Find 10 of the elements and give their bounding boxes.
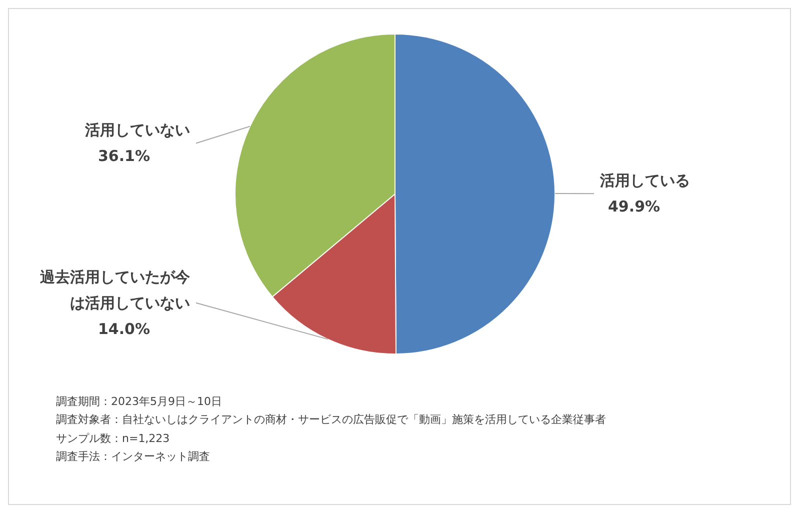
slice-label: 活用している bbox=[599, 172, 690, 190]
text: サンプル数：n=1,223 bbox=[56, 430, 171, 447]
slice-label: 活用していない bbox=[84, 121, 190, 140]
text: 調査対象者：自社ないしはクライアントの商材・サービスの広告販促で「動画」施策を活用している企業従事者 bbox=[56, 412, 606, 428]
text: 調査期間：2023年5月9日～10日 bbox=[56, 394, 223, 410]
data-label: 36.1% bbox=[98, 147, 150, 166]
text: 調査手法：インターネット調査 bbox=[56, 448, 211, 465]
data-label: 14.0% bbox=[98, 320, 150, 338]
slice-label: 過去活用していたが今は活用していない bbox=[39, 268, 191, 312]
data-label: 49.9% bbox=[608, 198, 660, 216]
